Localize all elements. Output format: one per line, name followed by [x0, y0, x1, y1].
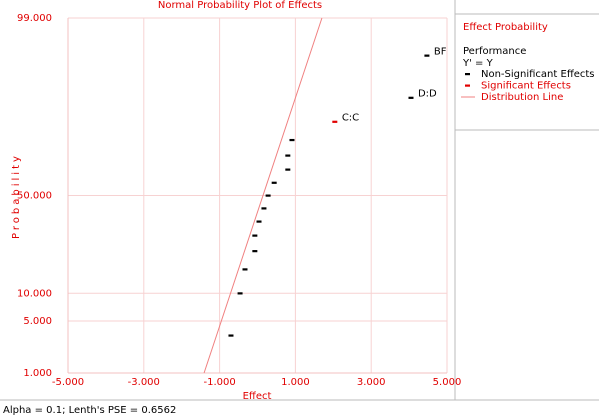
x-tick-label: -3.000	[128, 377, 160, 388]
x-tick-label: 3.000	[357, 377, 386, 388]
point	[237, 292, 243, 295]
point	[265, 194, 271, 197]
point-label: D:D	[418, 89, 437, 100]
y-tick-label: 99.000	[17, 13, 52, 24]
point	[332, 120, 338, 123]
x-tick-label: -5.000	[52, 377, 84, 388]
point	[408, 96, 414, 99]
legend-swatch	[465, 73, 470, 76]
legend-label: Significant Effects	[481, 81, 571, 92]
legend-heading: Performance	[463, 46, 526, 57]
x-tick-label: -1.000	[203, 377, 235, 388]
point	[285, 154, 291, 157]
x-tick-label: 5.000	[433, 377, 462, 388]
point	[228, 334, 234, 337]
point	[271, 181, 277, 184]
distribution-line	[203, 17, 323, 373]
point-label: BF	[434, 47, 447, 58]
point	[285, 168, 291, 171]
legend-title: Effect Probability	[463, 22, 548, 33]
point	[252, 234, 258, 237]
y-axis-label: Probability	[11, 153, 22, 239]
point	[256, 220, 262, 223]
y-tick-label: 50.000	[17, 191, 52, 202]
y-tick-label: 10.000	[17, 288, 52, 299]
point	[252, 250, 258, 253]
footer: Alpha = 0.1; Lenth's PSE = 0.6562	[3, 405, 176, 416]
y-tick-label: 5.000	[23, 316, 52, 327]
point	[261, 207, 267, 210]
legend-label: Non-Significant Effects	[481, 69, 595, 80]
point	[424, 54, 430, 57]
legend-subheading: Y' = Y	[462, 58, 494, 69]
x-tick-label: 1.000	[281, 377, 310, 388]
point	[242, 268, 248, 271]
point-label: C:C	[342, 113, 359, 124]
chart-title: Normal Probability Plot of Effects	[158, 0, 322, 11]
legend-label: Distribution Line	[481, 92, 563, 103]
legend-swatch	[465, 84, 470, 87]
y-tick-label: 1.000	[23, 368, 52, 379]
point	[289, 138, 295, 142]
x-axis-label: Effect	[243, 391, 272, 402]
